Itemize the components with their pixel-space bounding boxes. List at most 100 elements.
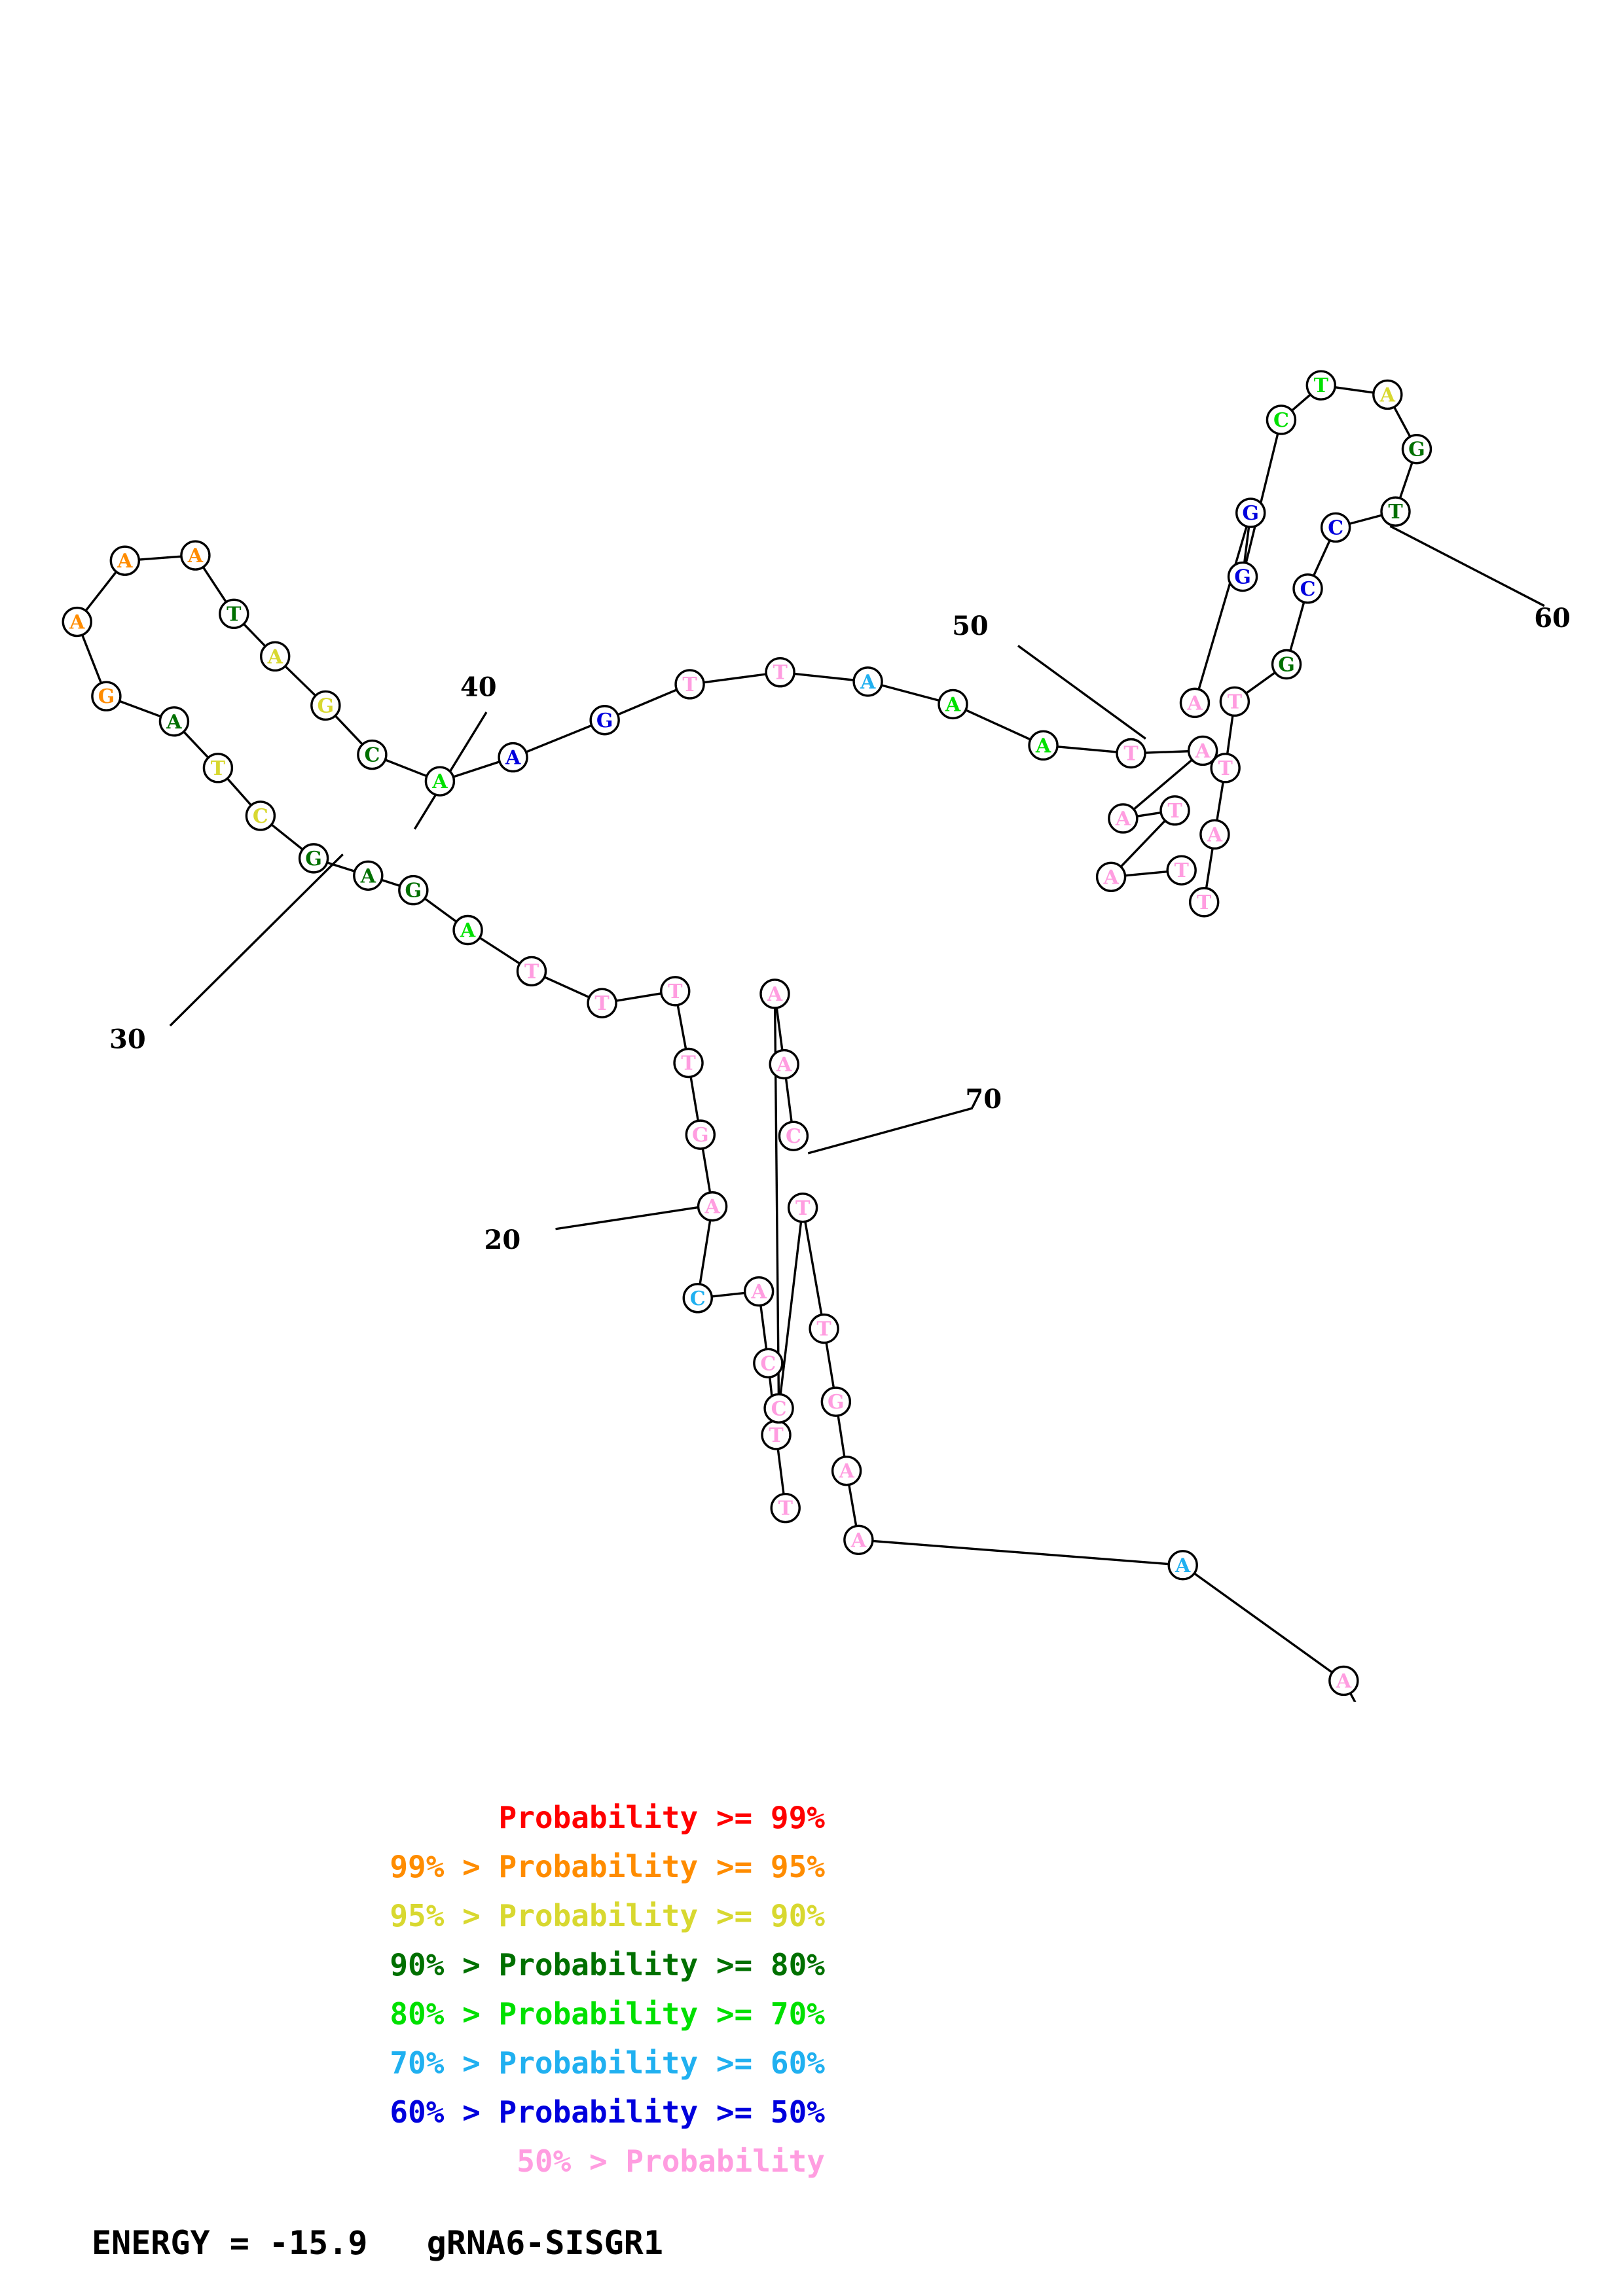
base-node: C <box>753 1348 784 1378</box>
backbone-segment <box>525 724 593 753</box>
backbone-segment <box>793 672 854 681</box>
backbone-segment <box>81 634 103 684</box>
base-letter: A <box>1207 823 1223 846</box>
position-label-40: 40 <box>460 672 497 703</box>
base-letter: G <box>318 694 335 717</box>
base-letter: C <box>690 1287 706 1310</box>
backbone-segment <box>1243 526 1250 563</box>
base-letter: A <box>838 1460 854 1483</box>
base-node: A <box>158 706 190 737</box>
base-letter: G <box>828 1391 845 1414</box>
base-node: T <box>219 598 249 630</box>
base-letter: T <box>227 603 242 626</box>
backbone-segment <box>1226 715 1234 755</box>
base-letter: G <box>596 709 613 732</box>
backbone-segment <box>226 778 252 806</box>
backbone-segment <box>543 976 590 999</box>
base-letter: T <box>769 1424 784 1447</box>
base-circle <box>310 690 341 721</box>
base-node: A <box>1187 735 1218 766</box>
backbone-segment <box>202 566 227 603</box>
backbone-segment <box>183 730 210 759</box>
base-circle <box>452 914 483 946</box>
base-node: T <box>1188 887 1220 918</box>
base-circle <box>1187 735 1218 766</box>
legend-row-4: 80% > Probability >= 70% <box>390 1996 825 2032</box>
energy-label: ENERGY = -15.9 gRNA6-SISGR1 <box>92 2224 663 2262</box>
base-node: G <box>589 705 620 736</box>
base-circle <box>516 956 547 987</box>
position-label-70: 70 <box>965 1084 1002 1115</box>
base-letter: T <box>1228 691 1243 713</box>
base-letter: T <box>816 1318 831 1341</box>
backbone-segment <box>381 878 401 888</box>
base-node: T <box>1116 738 1146 769</box>
base-letter: A <box>860 671 876 694</box>
base-node: T <box>516 956 547 987</box>
base-circle <box>91 681 122 711</box>
legend-row-0: Probability >= 99% <box>498 1800 826 1835</box>
base-circle <box>1266 404 1297 435</box>
legend-row-6: 60% > Probability >= 50% <box>390 2094 825 2130</box>
backbone-segment <box>119 700 162 718</box>
base-letter: A <box>945 693 961 716</box>
base-letter: A <box>1336 1670 1352 1693</box>
base-circle <box>1028 730 1059 761</box>
base-node: C <box>1292 573 1323 604</box>
base-circle <box>787 1193 818 1223</box>
base-node: A <box>498 742 528 773</box>
base-letter: T <box>1314 374 1329 397</box>
base-node: A <box>1095 861 1127 893</box>
backbone-segment <box>1349 514 1383 526</box>
base-letter: G <box>405 880 422 903</box>
base-letter: A <box>1115 808 1131 831</box>
base-letter: A <box>69 611 85 634</box>
base-letter: G <box>1278 654 1295 677</box>
base-circle <box>1116 738 1146 769</box>
base-letter: A <box>850 1529 867 1552</box>
backbone-segment <box>703 673 767 684</box>
base-circle <box>778 1121 809 1151</box>
position-label-30: 30 <box>109 1024 146 1054</box>
base-circle <box>852 666 883 697</box>
base-letter: A <box>776 1054 792 1077</box>
base-letter: A <box>117 550 133 573</box>
base-node: A <box>1372 379 1403 410</box>
backbone-segment <box>1398 461 1413 499</box>
backbone-segment <box>384 759 428 778</box>
base-circle <box>673 1047 704 1079</box>
backbone-segment <box>479 937 520 965</box>
position-label-60: 60 <box>1534 603 1571 634</box>
base-node: T <box>761 1420 792 1450</box>
base-circle <box>1166 855 1197 886</box>
base-letter: A <box>767 983 783 1006</box>
base-letter: A <box>431 770 448 793</box>
base-circle <box>1235 497 1266 528</box>
legend-row-5: 70% > Probability >= 60% <box>390 2045 825 2081</box>
backbone-segment <box>1144 750 1189 754</box>
base-circle <box>769 1049 799 1080</box>
legend-row-1: 99% > Probability >= 95% <box>390 1849 825 1884</box>
base-circle <box>938 689 968 720</box>
backbone-segment <box>1349 1693 1357 1702</box>
base-letter: C <box>253 805 268 828</box>
base-letter: G <box>98 685 115 708</box>
base-letter: C <box>771 1397 787 1420</box>
base-circle <box>1380 496 1411 527</box>
base-node: A <box>743 1276 775 1307</box>
base-circles: CAGTCGCCGAACACTTCACAGTTTTAGAGCTAGAAATAGC… <box>62 370 1432 1696</box>
base-node: A <box>109 545 141 576</box>
base-node: T <box>202 753 234 783</box>
base-letter: A <box>460 920 476 942</box>
base-node: G <box>298 843 329 874</box>
base-node: G <box>685 1119 716 1150</box>
base-letter: A <box>187 545 204 567</box>
backbone-segment <box>881 684 940 702</box>
base-letter: A <box>267 645 283 668</box>
backbone-segment <box>837 1415 846 1458</box>
backbone-segment <box>1205 848 1214 889</box>
base-circle <box>1292 573 1323 604</box>
backbone-segment <box>1133 759 1193 810</box>
base-node: G <box>1227 561 1258 592</box>
base-circle <box>1199 819 1230 850</box>
